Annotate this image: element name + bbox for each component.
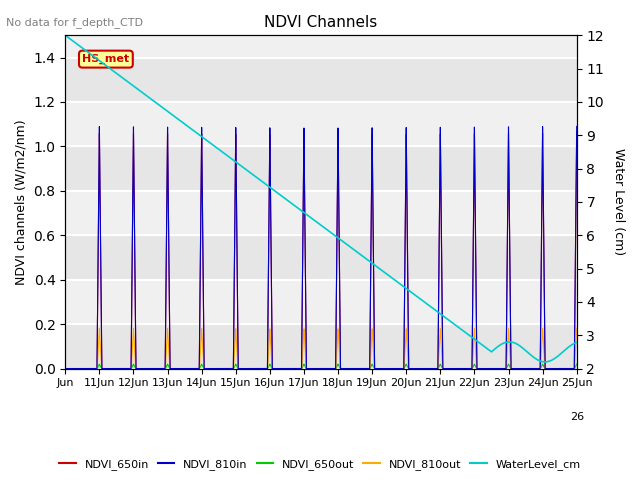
Bar [65,324,577,369]
Title: NDVI Channels: NDVI Channels [264,15,378,30]
Text: HS_met: HS_met [83,54,129,64]
Text: No data for f_depth_CTD: No data for f_depth_CTD [6,17,143,28]
Y-axis label: Water Level (cm): Water Level (cm) [612,148,625,255]
Bar [65,235,577,280]
Bar [65,58,577,102]
Bar [65,146,577,191]
Text: 26: 26 [570,412,584,422]
Y-axis label: NDVI channels (W/m2/nm): NDVI channels (W/m2/nm) [15,119,28,285]
Legend: NDVI_650in, NDVI_810in, NDVI_650out, NDVI_810out, WaterLevel_cm: NDVI_650in, NDVI_810in, NDVI_650out, NDV… [54,455,586,474]
